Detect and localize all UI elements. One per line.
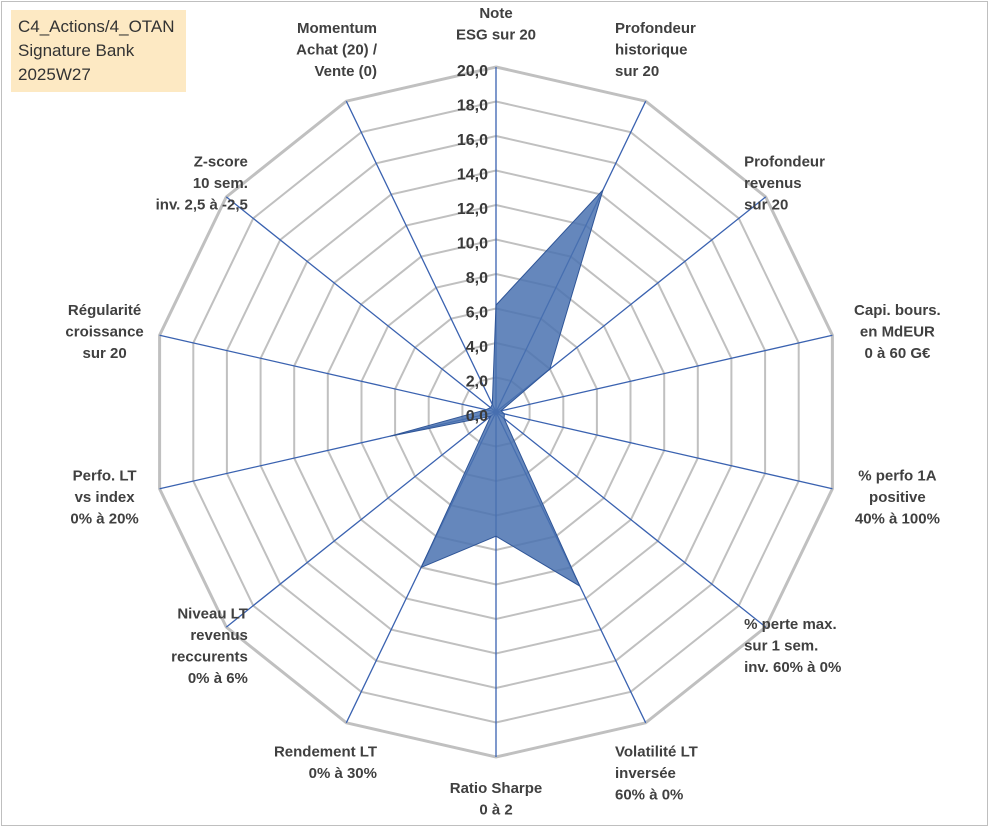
tick-label: 12,0 [457, 201, 488, 218]
axis-label-line: ESG sur 20 [456, 27, 536, 44]
axis-label-line: inversée [615, 765, 676, 782]
axis-label-11: Régularité croissance sur 20 [65, 302, 143, 362]
chart-header-box: C4_Actions/4_OTAN Signature Bank 2025W27 [11, 10, 186, 92]
axis-label-7: Ratio Sharpe 0 à 2 [450, 780, 543, 819]
axis-label-4: % perfo 1A positive 40% à 100% [855, 467, 940, 527]
tick-label: 0,0 [466, 408, 488, 425]
axis-label-line: revenus [190, 627, 248, 644]
axis-label-6: Volatilité LT inversée 60% à 0% [615, 743, 698, 803]
header-line-category: C4_Actions/4_OTAN [18, 17, 175, 36]
axis-label-line: 10 sem. [193, 175, 248, 192]
axis-label-10: Perfo. LT vs index 0% à 20% [70, 467, 138, 527]
axis-label-line: sur 1 sem. [744, 638, 818, 655]
axis-spoke-3 [495, 334, 833, 413]
axis-label-line: vs index [75, 489, 136, 506]
axis-spoke-12 [225, 196, 497, 413]
axis-label-line: positive [869, 489, 926, 506]
axis-label-12: Z-score 10 sem. inv. 2,5 à -2,5 [156, 153, 248, 213]
axis-label-line: Capi. bours. [854, 302, 941, 319]
axis-label-line: sur 20 [744, 196, 788, 213]
axis-label-line: 0% à 20% [70, 510, 138, 527]
tick-label: 10,0 [457, 236, 488, 253]
axis-label-line: 40% à 100% [855, 510, 940, 527]
header-line-week: 2025W27 [18, 65, 91, 84]
axis-label-line: Achat (20) / [296, 42, 378, 59]
axis-label-9: Niveau LT revenus reccurents 0% à 6% [171, 605, 248, 687]
axis-label-3: Capi. bours. en MdEUR 0 à 60 G€ [854, 302, 941, 362]
axis-label-5: % perte max. sur 1 sem. inv. 60% à 0% [744, 616, 841, 676]
axis-label-line: Niveau LT [177, 605, 248, 622]
axis-label-line: revenus [744, 175, 802, 192]
tick-label: 2,0 [466, 374, 488, 391]
tick-label: 6,0 [466, 305, 488, 322]
axis-label-line: Ratio Sharpe [450, 780, 543, 797]
axis-label-line: 60% à 0% [615, 786, 683, 803]
axis-label-line: inv. 60% à 0% [744, 659, 841, 676]
axis-label-line: Profondeur [744, 153, 825, 170]
axis-label-line: Momentum [297, 20, 377, 37]
axis-spoke-11 [159, 334, 497, 413]
axis-label-13: Momentum Achat (20) / Vente (0) [296, 20, 378, 80]
axis-label-line: 0 à 60 G€ [864, 345, 931, 362]
tick-label: 16,0 [457, 132, 488, 149]
axis-spoke-9 [225, 411, 497, 628]
axis-label-line: sur 20 [615, 63, 659, 80]
series-area-0 [389, 189, 604, 588]
axis-label-line: 0% à 6% [188, 670, 248, 687]
tick-label: 14,0 [457, 167, 488, 184]
tick-label: 20,0 [457, 63, 488, 80]
axis-label-8: Rendement LT 0% à 30% [274, 743, 377, 782]
radar-series [389, 189, 604, 588]
tick-label: 8,0 [466, 270, 488, 287]
axis-label-line: Perfo. LT [73, 467, 137, 484]
radar-tick-labels: 0,0 2,0 4,0 6,0 8,0 10,0 12,0 14,0 16,0 18,0 20,0 [457, 63, 488, 425]
axis-label-line: Note [479, 5, 512, 22]
axis-label-line: sur 20 [82, 345, 126, 362]
axis-label-line: % perfo 1A [858, 467, 937, 484]
tick-label: 18,0 [457, 98, 488, 115]
axis-label-line: 0 à 2 [479, 802, 512, 819]
axis-label-line: croissance [65, 324, 143, 341]
axis-label-2: Profondeur revenus sur 20 [744, 153, 825, 213]
axis-label-line: reccurents [171, 648, 248, 665]
axis-label-line: Vente (0) [314, 63, 377, 80]
axis-spoke-13 [345, 100, 497, 413]
tick-label: 4,0 [466, 339, 488, 356]
axis-label-line: historique [615, 42, 688, 59]
axis-label-1: Profondeur historique sur 20 [615, 20, 696, 80]
axis-label-line: Volatilité LT [615, 743, 698, 760]
header-line-company: Signature Bank [18, 41, 135, 60]
axis-label-line: % perte max. [744, 616, 837, 633]
axis-label-line: inv. 2,5 à -2,5 [156, 196, 248, 213]
axis-spoke-4 [495, 411, 833, 490]
axis-label-line: Rendement LT [274, 743, 377, 760]
axis-spoke-5 [495, 411, 767, 628]
axis-label-0: Note ESG sur 20 [456, 5, 536, 44]
axis-label-line: Profondeur [615, 20, 696, 37]
axis-label-line: Régularité [68, 302, 141, 319]
axis-label-line: Z-score [194, 153, 248, 170]
axis-label-line: 0% à 30% [309, 765, 377, 782]
axis-label-line: en MdEUR [860, 324, 935, 341]
radar-axis-labels: Note ESG sur 20 Profondeur historique sur 20… [65, 5, 940, 819]
